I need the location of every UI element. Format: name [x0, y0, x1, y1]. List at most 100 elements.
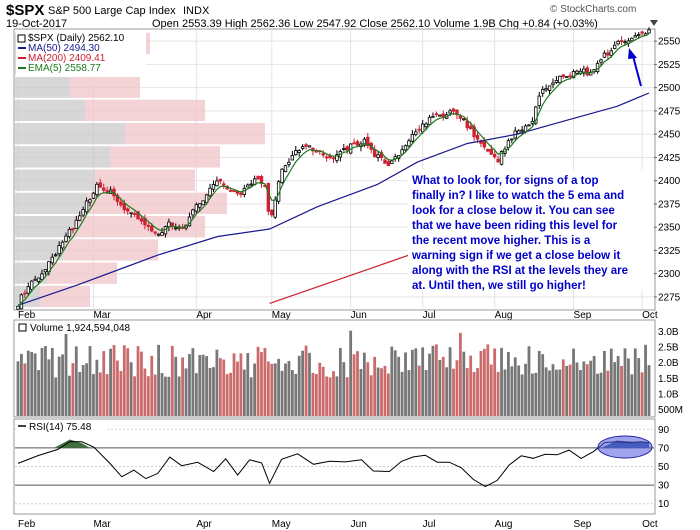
volume-bar	[489, 364, 493, 416]
price-tick-label: 2300	[658, 269, 681, 280]
price-tick-label: 2375	[658, 199, 681, 210]
volume-bar	[613, 362, 617, 416]
candle-body	[390, 160, 394, 164]
volume-bar	[136, 346, 140, 416]
watermark: © StockCharts.com	[550, 4, 636, 15]
volume-bar	[133, 376, 136, 416]
volume-bar	[428, 353, 431, 416]
price-tick-label: 2325	[658, 246, 681, 257]
candle-body	[431, 115, 435, 118]
volume-bar	[74, 346, 78, 416]
annotation-text: What to look for, for signs of a top fin…	[411, 175, 631, 292]
month-label: Mar	[93, 310, 111, 321]
volume-bar	[112, 345, 116, 416]
volume-bar	[20, 353, 23, 416]
candle-body	[54, 254, 58, 257]
volume-bar	[472, 371, 476, 416]
volume-bar	[222, 359, 226, 416]
volume-by-price-down	[63, 239, 158, 261]
volume-bar	[345, 377, 349, 416]
month-label: Sep	[574, 310, 592, 321]
volume-bar	[534, 372, 538, 416]
candle-body	[510, 138, 514, 141]
candle-body	[585, 67, 589, 76]
month-label: Mar	[93, 519, 111, 530]
volume-bar	[260, 352, 263, 416]
volume-bar	[44, 346, 47, 416]
volume-bar	[253, 363, 257, 416]
candle-body	[40, 273, 44, 280]
volume-bar	[356, 351, 359, 416]
candle-body	[609, 50, 613, 56]
volume-bar	[98, 372, 102, 416]
candle-body	[139, 218, 144, 222]
ohlc-readout: Open 2553.39 High 2562.36 Low 2547.92 Cl…	[152, 18, 598, 30]
candle-body	[153, 231, 157, 234]
volume-bar	[575, 362, 579, 416]
volume-bar	[167, 376, 171, 416]
volume-bar	[520, 374, 524, 416]
month-label: Feb	[18, 310, 36, 321]
volume-bar	[16, 361, 20, 416]
candle-body	[414, 131, 418, 136]
price-tick-label: 2525	[658, 60, 681, 71]
volume-legend-box	[16, 321, 161, 334]
volume-tick-label: 1.5B	[658, 374, 679, 385]
volume-bar	[373, 356, 377, 416]
volume-bar	[410, 349, 414, 416]
rsi-legend-box	[16, 420, 106, 432]
rsi-tick-label: 90	[658, 425, 670, 436]
svg-text:$SPX (Daily) 2562.10: $SPX (Daily) 2562.10	[28, 33, 125, 44]
legend-item-ma50: MA(50) 2494.30	[18, 43, 100, 54]
candle-body	[266, 182, 271, 212]
month-label: May	[272, 519, 291, 530]
volume-bar	[40, 347, 44, 416]
price-tick-label: 2275	[658, 292, 681, 303]
candle-body	[211, 184, 216, 190]
volume-by-price-down	[87, 192, 227, 215]
volume-bar	[482, 348, 486, 416]
candle-body	[81, 209, 85, 216]
volume-bar	[146, 376, 150, 416]
candle-body	[482, 140, 487, 148]
svg-text:MA(50) 2494.30: MA(50) 2494.30	[28, 43, 100, 54]
candle-body	[400, 149, 404, 155]
candle-body	[304, 144, 308, 147]
candle-body	[132, 213, 137, 215]
volume-by-price-down	[75, 216, 205, 238]
candle-body	[287, 161, 291, 165]
rsi-tick-label: 50	[658, 462, 670, 473]
volume-bar	[506, 351, 510, 416]
candle-body	[575, 70, 579, 74]
volume-bar	[366, 362, 370, 416]
month-label: Jul	[423, 310, 436, 321]
security-name: S&P 500 Large Cap Index	[48, 5, 176, 17]
volume-bar	[122, 345, 126, 416]
volume-bar	[544, 367, 548, 416]
volume-bar	[455, 360, 459, 416]
candle-body	[218, 178, 223, 182]
candle-body	[283, 165, 288, 172]
candle-body	[619, 40, 624, 42]
volume-bar	[548, 370, 551, 416]
volume-bar	[417, 365, 421, 416]
volume-bar	[441, 356, 445, 416]
candle-body	[84, 200, 89, 213]
volume-tick-label: 2.0B	[658, 358, 679, 369]
candle-body	[554, 80, 559, 83]
svg-text:MA(200) 2409.41: MA(200) 2409.41	[28, 53, 106, 64]
candle-body	[324, 156, 329, 159]
volume-tick-label: 2.5B	[658, 343, 679, 354]
volume-bar	[589, 360, 593, 416]
dropdown-arrow-icon[interactable]	[650, 20, 658, 26]
candle-body	[78, 215, 82, 221]
volume-bar	[311, 372, 315, 416]
volume-bar	[81, 365, 85, 416]
candle-body	[150, 225, 154, 232]
volume-bar	[633, 348, 637, 416]
legend-item-ma200: MA(200) 2409.41	[18, 53, 106, 64]
volume-bar	[232, 353, 236, 416]
month-label: Jun	[351, 310, 367, 321]
volume-bar	[198, 355, 202, 416]
